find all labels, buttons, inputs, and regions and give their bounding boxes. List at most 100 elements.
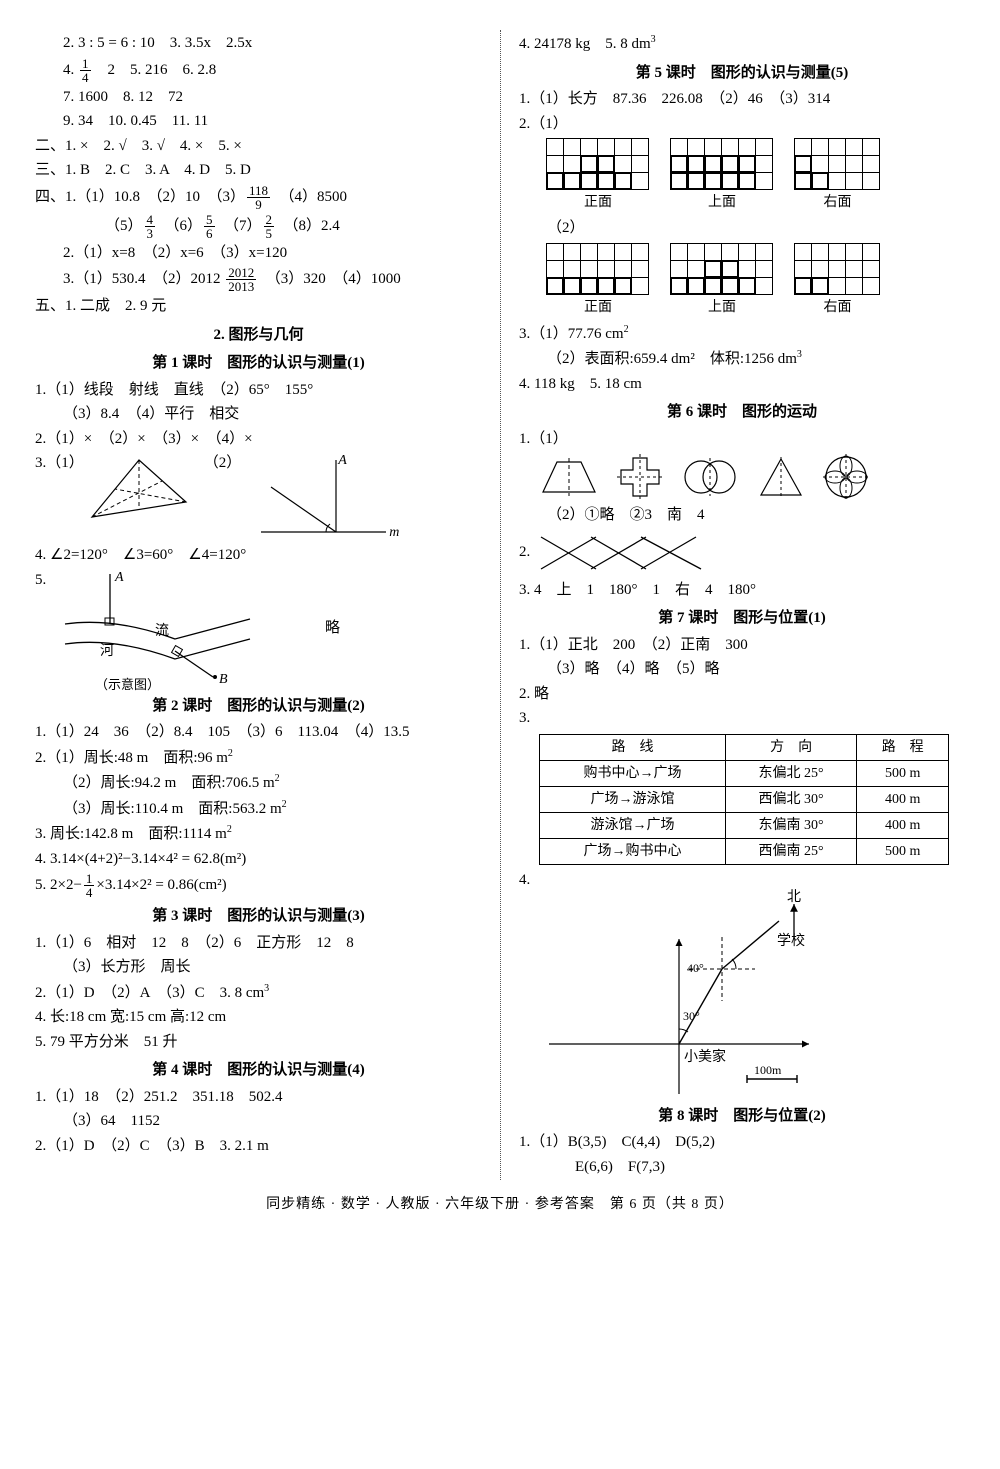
text: 5. 2×2− <box>35 877 82 893</box>
caption: （示意图） <box>95 675 160 695</box>
label-north: 北 <box>787 887 801 908</box>
label-40: 40° <box>687 959 704 977</box>
label: 正面 <box>584 297 612 318</box>
fraction: 14 <box>80 57 91 84</box>
fraction: 20122013 <box>226 266 256 293</box>
table-row: 广场→游泳馆西偏北 30°400 m <box>540 786 949 812</box>
cell: 东偏北 25° <box>726 760 857 786</box>
flower-icon <box>823 454 869 500</box>
label: 右面 <box>824 192 852 213</box>
text: ×3.14×2² = 0.86(cm²) <box>96 877 226 893</box>
col-route: 路 线 <box>540 734 726 760</box>
label-30: 30° <box>683 1007 700 1025</box>
text: 2.（1）D （2）A （3）C 3. 8 cm3 <box>35 981 482 1005</box>
text: （5）43 （6）56 （7）25 （8）2.4 <box>35 213 482 240</box>
view-front: 正面 <box>547 244 649 318</box>
text: 2.（1） <box>519 113 965 136</box>
table-row: 购书中心→广场东偏北 25°500 m <box>540 760 949 786</box>
text: 3.（1） （2） A m <box>35 452 482 542</box>
page: 2. 3 : 5 = 6 : 10 3. 3.5x 2.5x 4. 14 2 5… <box>25 30 975 1180</box>
views-grid-1: 正面 上面 右面 <box>547 139 965 213</box>
cell: 西偏北 30° <box>726 786 857 812</box>
text: 4. <box>63 61 78 77</box>
text: 4. 3.14×(4+2)²−3.14×4² = 62.8(m²) <box>35 848 482 871</box>
lines-diagram <box>536 529 706 577</box>
cell: 广场→购书中心 <box>540 838 726 864</box>
text: （2） <box>204 452 242 475</box>
river-diagram: A B 河 流 （示意图） <box>55 569 255 689</box>
two-circles-icon <box>681 456 739 498</box>
text: 5. 79 平方分米 51 升 <box>35 1031 482 1054</box>
col-distance: 路 程 <box>857 734 949 760</box>
text: 四、1.（1）10.8 （2）10 （3）1189 （4）8500 <box>35 184 482 211</box>
text: （3）长方形 周长 <box>35 956 482 979</box>
text: （2）周长:94.2 m 面积:706.5 m2 <box>35 771 482 795</box>
fraction: 56 <box>204 213 215 240</box>
table-row: 游泳馆→广场东偏南 30°400 m <box>540 812 949 838</box>
text: 2. <box>519 529 965 577</box>
fraction: 14 <box>84 872 95 899</box>
text: 1.（1） <box>519 428 965 451</box>
cell: 购书中心→广场 <box>540 760 726 786</box>
text: 3. 4 上 1 180° 1 右 4 180° <box>519 579 965 602</box>
text: 9. 34 10. 0.45 11. 11 <box>35 110 482 133</box>
label: 上面 <box>708 297 736 318</box>
label-scale: 100m <box>754 1061 781 1079</box>
views-grid-2: 正面 上面 右面 <box>547 244 965 318</box>
text: 略 <box>325 617 340 640</box>
text: （6） <box>157 217 202 233</box>
label-m: m <box>389 522 399 543</box>
text: 二、1. × 2. √ 3. √ 4. × 5. × <box>35 135 482 158</box>
view-right: 右面 <box>795 139 880 213</box>
subsection-title: 第 4 课时 图形的认识与测量(4) <box>35 1059 482 1082</box>
view-top: 上面 <box>671 139 773 213</box>
table-row: 路 线 方 向 路 程 <box>540 734 949 760</box>
fraction: 43 <box>145 213 156 240</box>
text: （3）略 （4）略 （5）略 <box>519 658 965 681</box>
right-column: 4. 24178 kg 5. 8 dm3 第 5 课时 图形的认识与测量(5) … <box>500 30 975 1180</box>
text: 3.（1） <box>35 452 84 475</box>
text: 3. 周长:142.8 m 面积:1114 m2 <box>35 822 482 846</box>
view-top: 上面 <box>671 244 773 318</box>
text: 2.（1）周长:48 m 面积:96 m2 <box>35 746 482 770</box>
text: （5） <box>105 217 143 233</box>
shapes-row <box>539 454 965 500</box>
text: 4. ∠2=120° ∠3=60° ∠4=120° <box>35 544 482 567</box>
table-row: 广场→购书中心西偏南 25°500 m <box>540 838 949 864</box>
text: （3）64 1152 <box>35 1110 482 1133</box>
cell: 东偏南 30° <box>726 812 857 838</box>
subsection-title: 第 1 课时 图形的认识与测量(1) <box>35 352 482 375</box>
label-A: A <box>115 567 124 588</box>
text: （7） <box>217 217 262 233</box>
text: 1.（1）24 36 （2）8.4 105 （3）6 113.04 （4）13.… <box>35 721 482 744</box>
text: （3）周长:110.4 m 面积:563.2 m2 <box>35 797 482 821</box>
text: 1.（1）正北 200 （2）正南 300 <box>519 634 965 657</box>
label-home: 小美家 <box>684 1047 726 1068</box>
trapezoid-icon <box>539 456 599 498</box>
text: （8）2.4 <box>276 217 340 233</box>
cell: 400 m <box>857 812 949 838</box>
subsection-title: 第 6 课时 图形的运动 <box>519 401 965 424</box>
text: 2. 略 <box>519 683 965 706</box>
text: （3）320 （4）1000 <box>258 271 401 287</box>
col-direction: 方 向 <box>726 734 857 760</box>
text: 4. 14 2 5. 216 6. 2.8 <box>35 57 482 84</box>
text: （4）8500 <box>272 188 347 204</box>
triangle-diagram <box>84 452 194 527</box>
label: 上面 <box>708 192 736 213</box>
text: 五、1. 二成 2. 9 元 <box>35 295 482 318</box>
text: （3）8.4 （4）平行 相交 <box>35 403 482 426</box>
text: 2.（1）x=8 （2）x=6 （3）x=120 <box>35 242 482 265</box>
subsection-title: 第 7 课时 图形与位置(1) <box>519 607 965 630</box>
text: 3. <box>519 707 965 730</box>
label-B: B <box>219 669 228 690</box>
text: 4. 长:18 cm 宽:15 cm 高:12 cm <box>35 1006 482 1029</box>
fraction: 25 <box>264 213 275 240</box>
text: 5. 2×2−14×3.14×2² = 0.86(cm²) <box>35 872 482 899</box>
text: 3.（1）530.4 （2）2012 20122013 （3）320 （4）10… <box>35 266 482 293</box>
text: 5. <box>35 569 55 592</box>
text: 1.（1）6 相对 12 8 （2）6 正方形 12 8 <box>35 932 482 955</box>
cell: 400 m <box>857 786 949 812</box>
text: E(6,6) F(7,3) <box>519 1156 965 1179</box>
cross-icon <box>617 454 663 500</box>
